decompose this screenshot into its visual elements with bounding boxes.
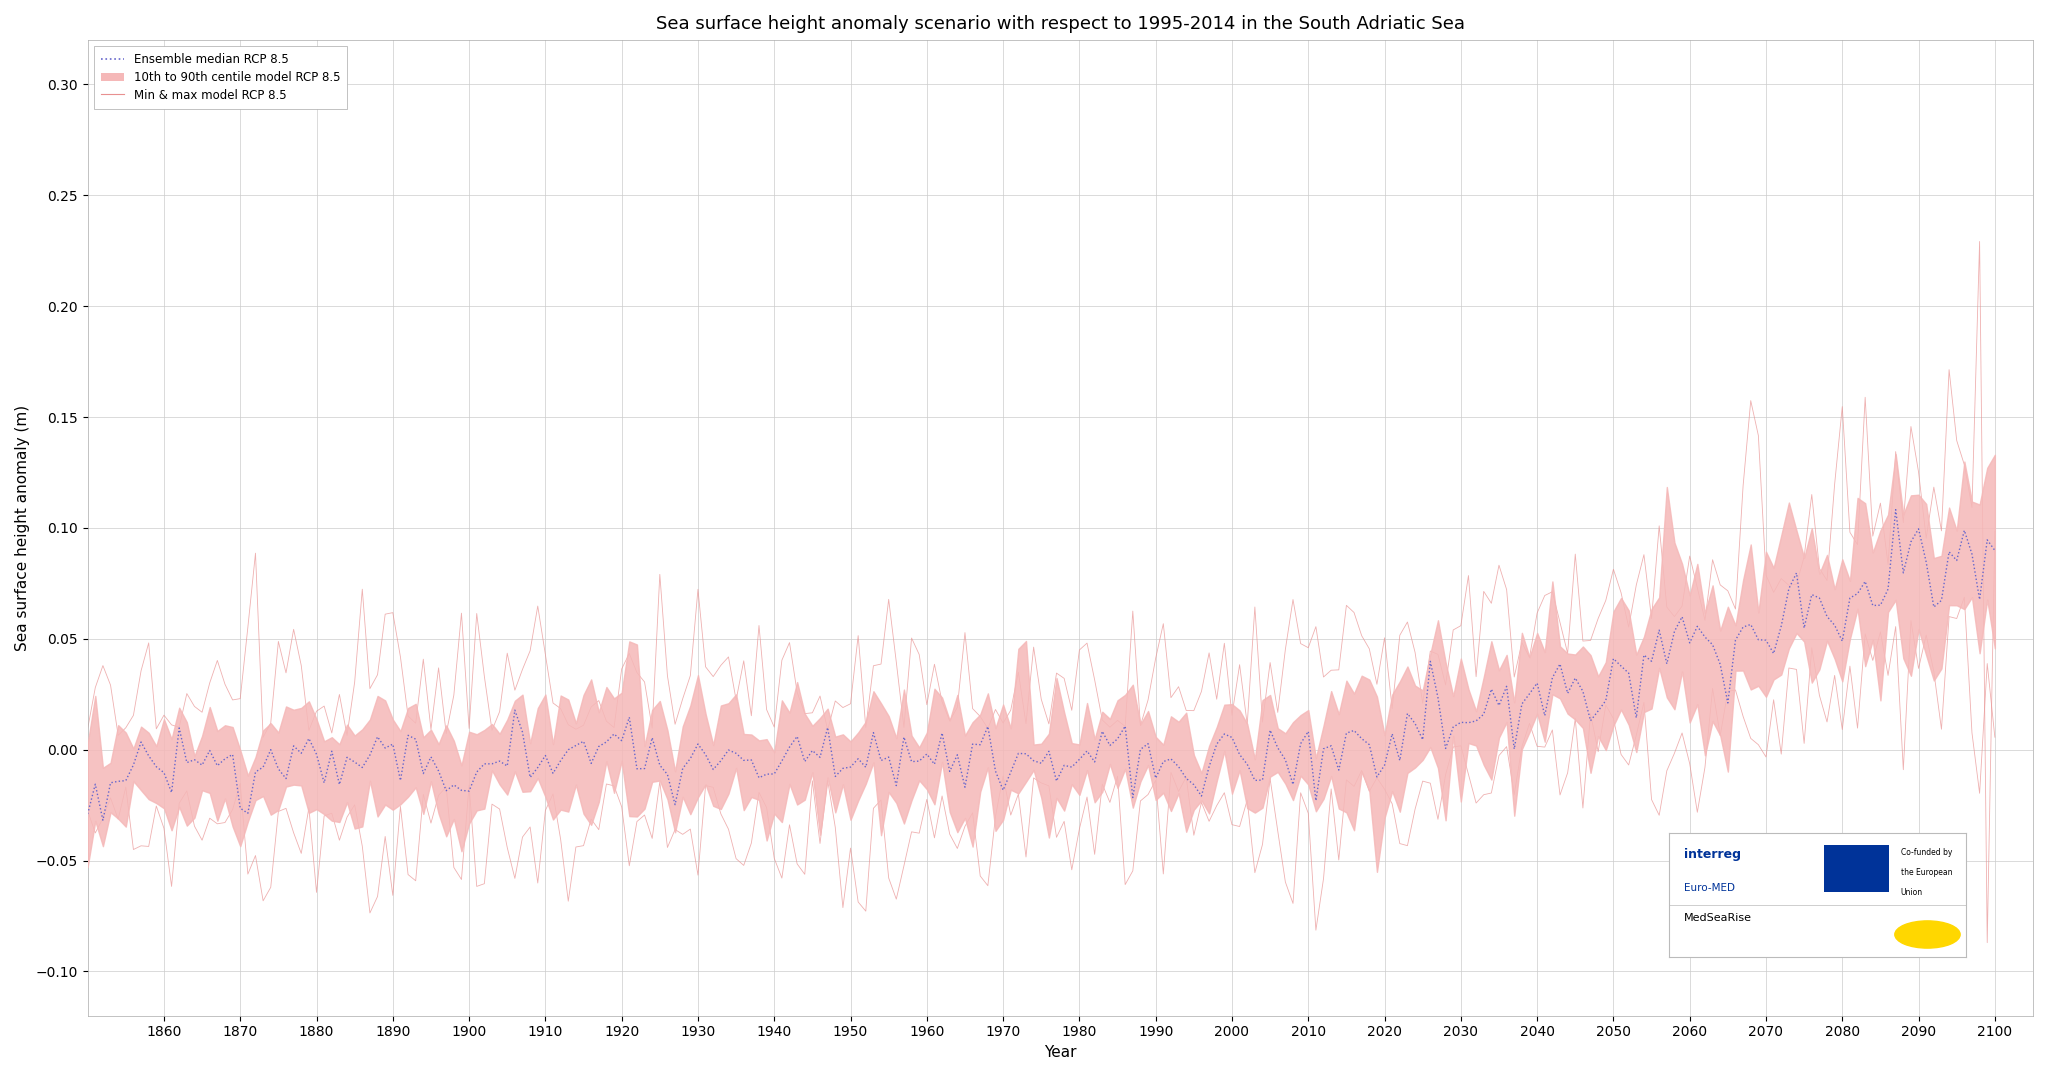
X-axis label: Year: Year xyxy=(1044,1045,1077,1060)
Ensemble median RCP 8.5 xyxy=(90,814,115,827)
Ensemble median RCP 8.5 xyxy=(1884,503,1909,516)
Y-axis label: Sea surface height anomaly (m): Sea surface height anomaly (m) xyxy=(14,405,31,651)
Text: Union: Union xyxy=(1901,888,1923,897)
FancyBboxPatch shape xyxy=(1823,845,1888,892)
Text: the European: the European xyxy=(1901,868,1952,877)
Circle shape xyxy=(1894,921,1960,948)
Text: MedSeaRise: MedSeaRise xyxy=(1683,914,1751,923)
Title: Sea surface height anomaly scenario with respect to 1995-2014 in the South Adria: Sea surface height anomaly scenario with… xyxy=(655,15,1464,33)
Ensemble median RCP 8.5 xyxy=(831,762,856,775)
Ensemble median RCP 8.5 xyxy=(1518,687,1542,700)
Line: Ensemble median RCP 8.5: Ensemble median RCP 8.5 xyxy=(88,510,1995,820)
Text: Euro-MED: Euro-MED xyxy=(1683,883,1735,892)
Ensemble median RCP 8.5 xyxy=(952,780,977,793)
Text: Co-funded by: Co-funded by xyxy=(1901,848,1952,857)
Ensemble median RCP 8.5 xyxy=(1372,759,1397,772)
Ensemble median RCP 8.5 xyxy=(1212,728,1237,741)
Ensemble median RCP 8.5 xyxy=(1982,544,2007,557)
Legend: Ensemble median RCP 8.5, 10th to 90th centile model RCP 8.5, Min & max model RCP: Ensemble median RCP 8.5, 10th to 90th ce… xyxy=(94,46,348,109)
Ensemble median RCP 8.5 xyxy=(1235,758,1260,771)
Ensemble median RCP 8.5 xyxy=(76,807,100,820)
Text: interreg: interreg xyxy=(1683,848,1741,861)
